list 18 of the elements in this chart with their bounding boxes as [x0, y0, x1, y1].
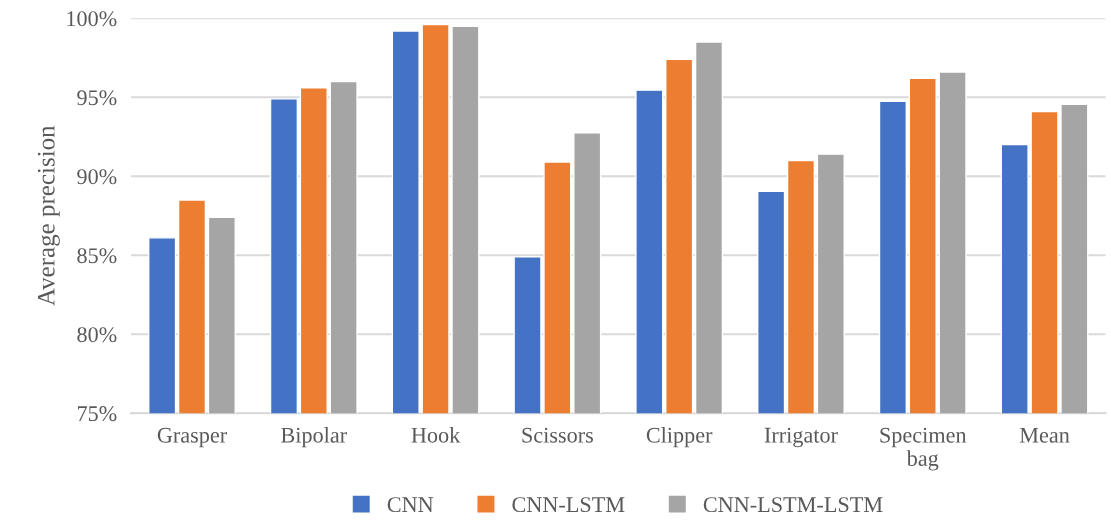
- legend-label: CNN-LSTM: [512, 497, 625, 513]
- y-tick-label: 100%: [67, 11, 117, 27]
- y-tick-label: 80%: [77, 327, 117, 343]
- y-tick-label: 95%: [77, 90, 117, 106]
- x-tick-label: Irrigator: [764, 427, 838, 448]
- x-tick-label: Mean: [1019, 427, 1070, 443]
- legend-label: CNN: [387, 497, 434, 513]
- y-axis-title: Average precision: [37, 125, 60, 306]
- x-tick-label: Scissors: [522, 427, 593, 443]
- y-tick-label: 90%: [77, 169, 117, 185]
- x-tick-label: Grasper: [157, 427, 227, 448]
- legend-label: CNN-LSTM-LSTM: [703, 497, 883, 513]
- x-tick-label: Hook: [411, 427, 461, 443]
- y-tick-label: 85%: [77, 248, 117, 264]
- x-tick-label: Specimen bag: [880, 427, 967, 471]
- x-tick-label: Clipper: [646, 427, 713, 448]
- y-tick-label: 75%: [77, 406, 117, 422]
- x-tick-label: Bipolar: [281, 427, 347, 448]
